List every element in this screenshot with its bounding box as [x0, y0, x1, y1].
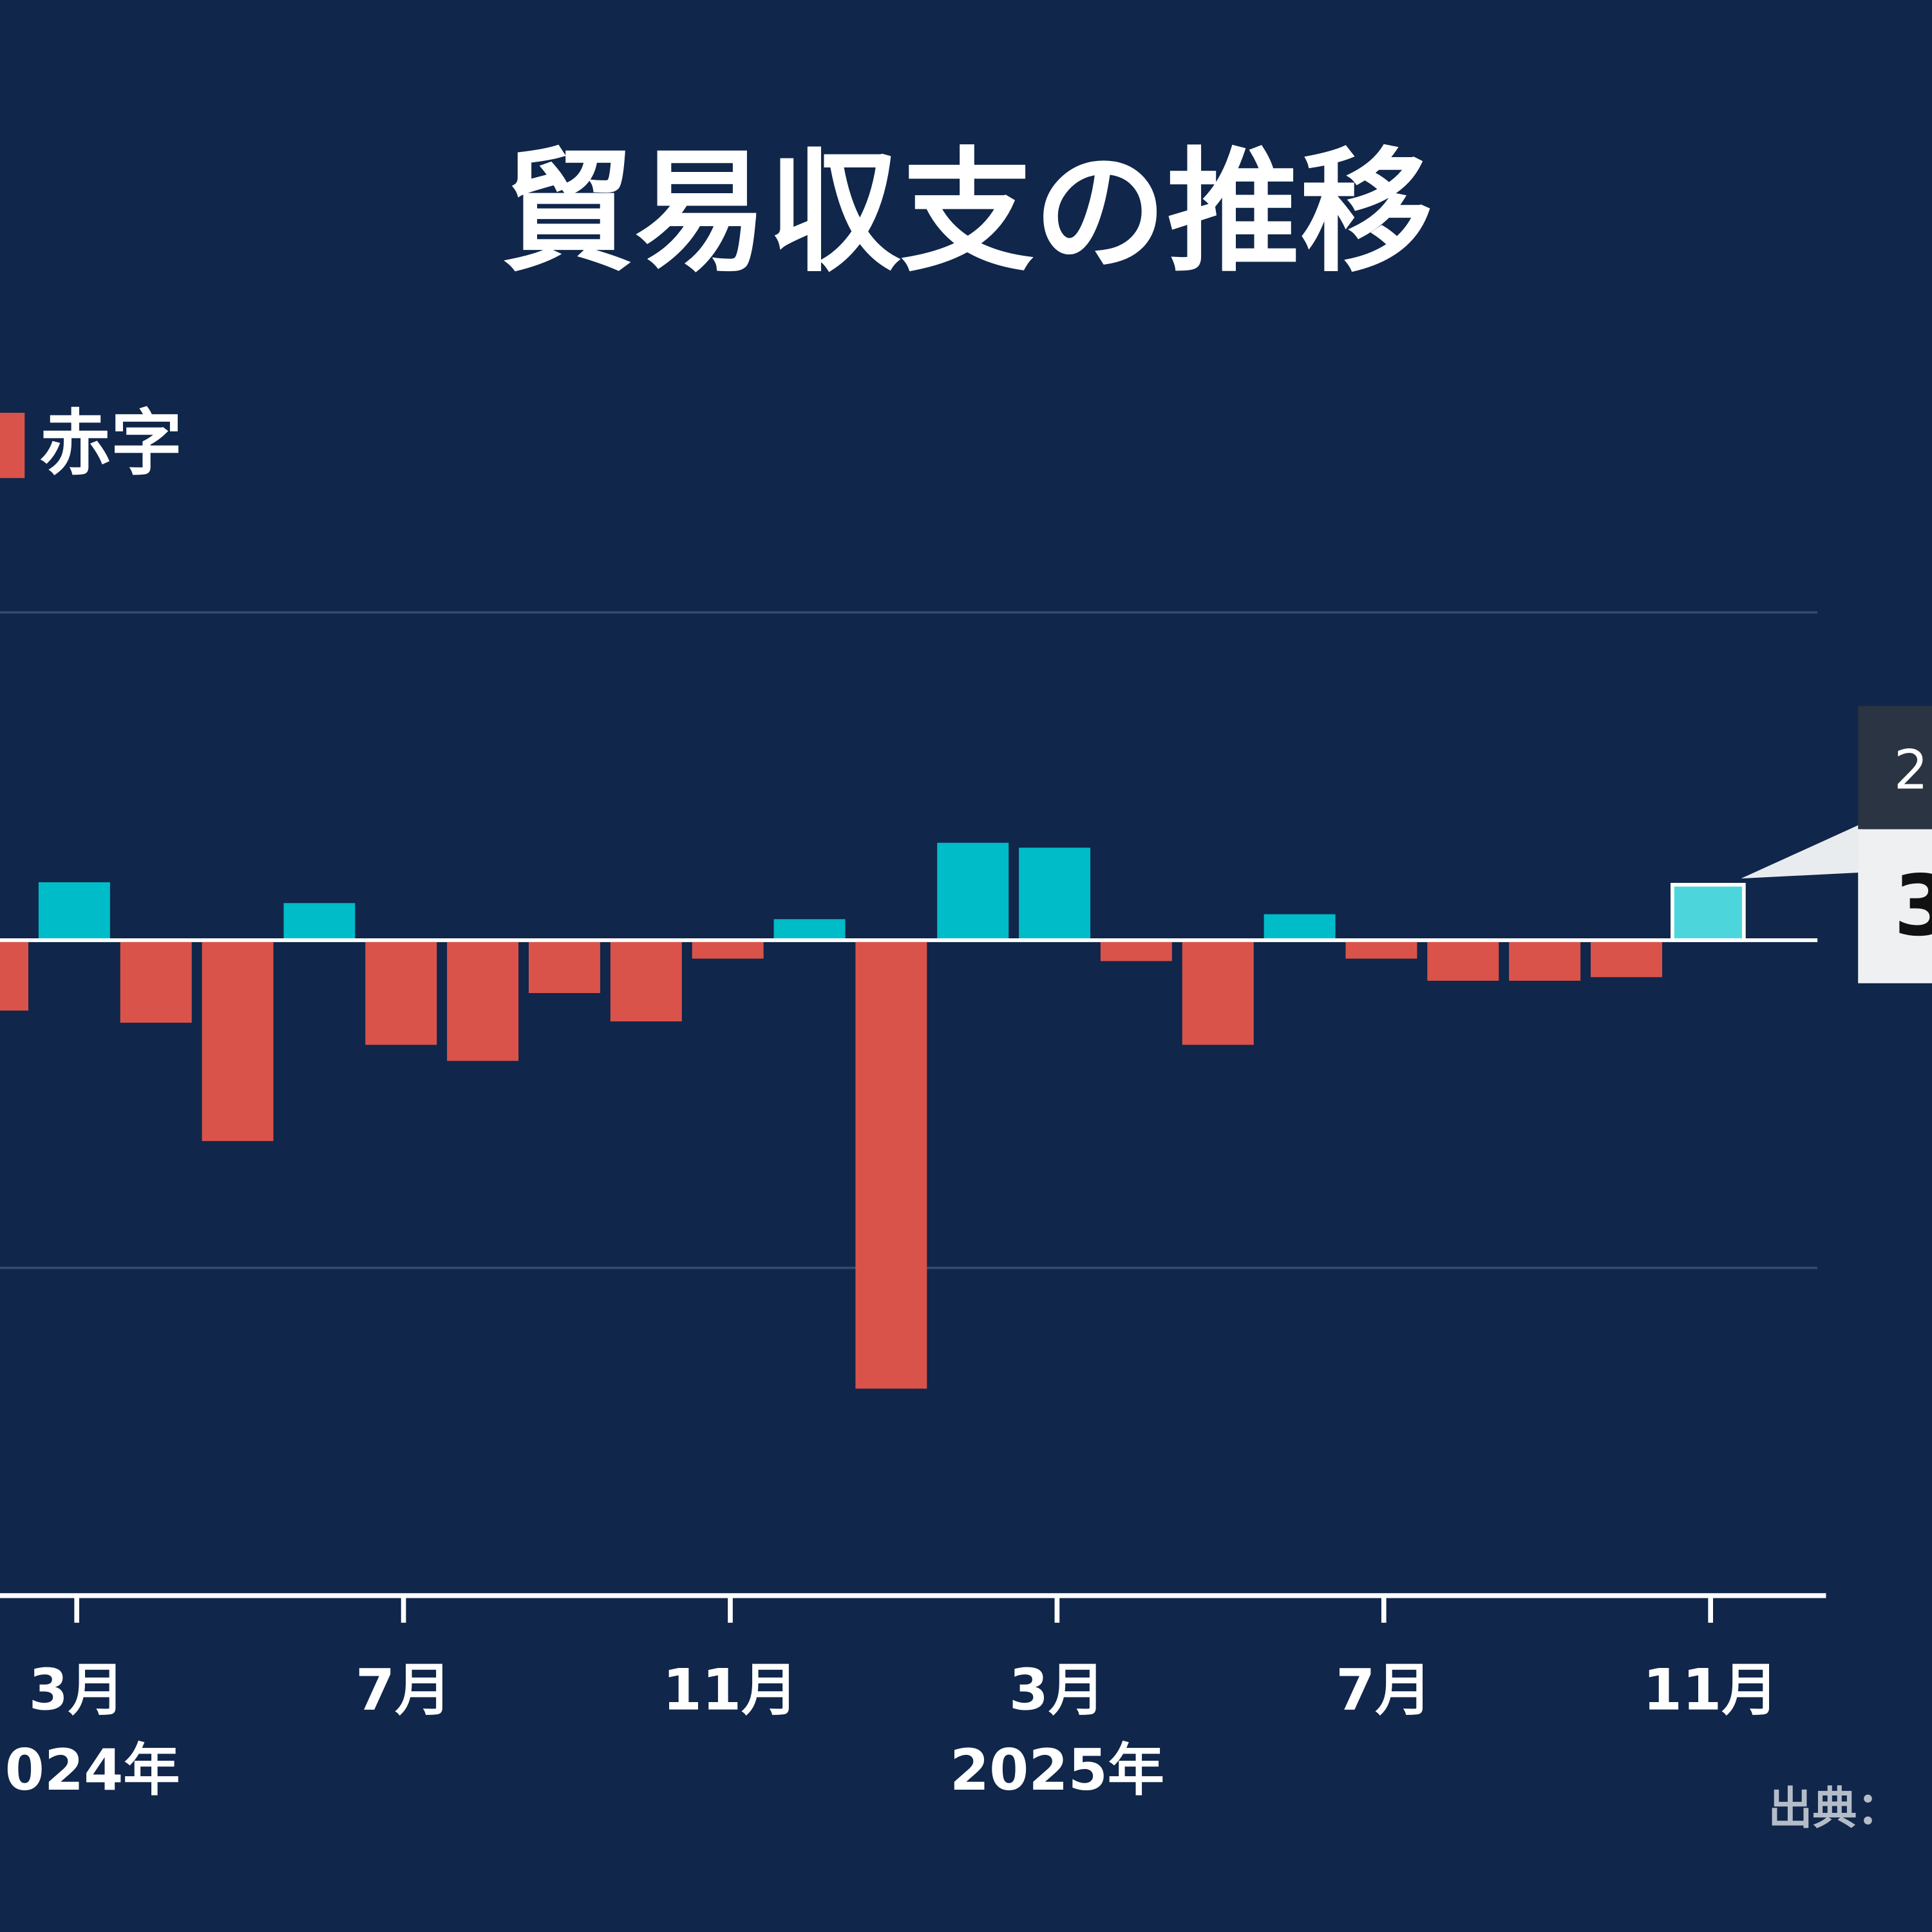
tooltip-body	[1858, 829, 1932, 983]
bar	[773, 919, 846, 940]
bar	[283, 903, 355, 940]
x-tick-label: 3月	[29, 1657, 125, 1723]
year-label: 024年	[5, 1737, 180, 1803]
tooltip: 23	[1741, 706, 1932, 983]
bar	[1019, 848, 1091, 940]
bar	[38, 882, 110, 940]
bar	[1345, 940, 1417, 959]
bar	[610, 940, 682, 1022]
bar	[0, 940, 29, 1011]
bar	[692, 940, 764, 959]
x-tick-label: 7月	[355, 1657, 451, 1723]
bar	[1182, 940, 1254, 1045]
bar	[528, 940, 600, 994]
bar	[447, 940, 519, 1061]
x-tick-label: 11月	[663, 1657, 798, 1723]
bar	[1509, 940, 1581, 981]
tooltip-value: 3	[1894, 857, 1932, 954]
bar	[855, 940, 927, 1389]
bar	[1671, 882, 1746, 942]
bar	[365, 940, 437, 1045]
source-note: 出典：	[1768, 1783, 1902, 1835]
x-tick-label: 3月	[1009, 1657, 1105, 1723]
tooltip-title: 2	[1894, 738, 1929, 801]
bar	[1100, 940, 1172, 961]
x-tick-label: 7月	[1336, 1657, 1432, 1723]
chart-title: 貿易収支の推移	[502, 135, 1433, 290]
bar	[202, 940, 274, 1141]
legend-swatch	[0, 412, 25, 478]
bar	[1591, 940, 1662, 978]
tooltip-header	[1858, 706, 1932, 829]
legend-label: 赤字	[39, 402, 182, 486]
bar	[1427, 940, 1499, 981]
year-label: 2025年	[950, 1737, 1164, 1803]
bar	[120, 940, 192, 1023]
x-tick-label: 11月	[1643, 1657, 1778, 1723]
bar	[1264, 914, 1336, 940]
bar	[937, 842, 1009, 940]
